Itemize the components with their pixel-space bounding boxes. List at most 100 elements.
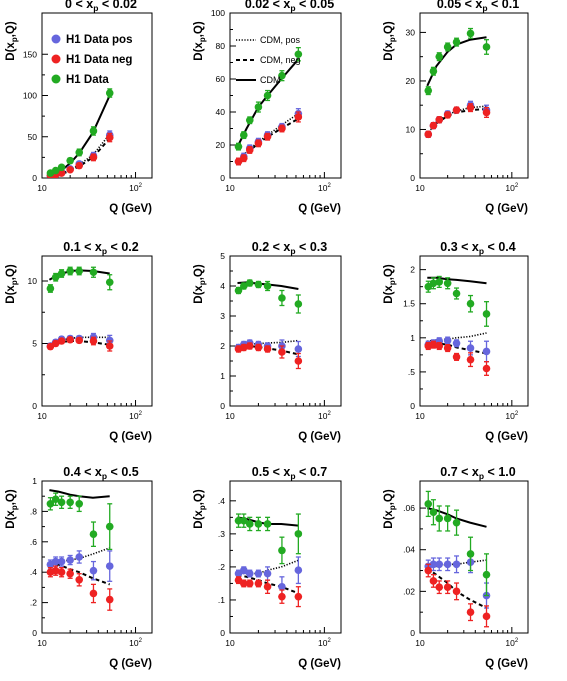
- h1-neg-point: [75, 576, 84, 584]
- x-axis-label: Q (GeV): [298, 431, 341, 443]
- y-tick-label: 150: [23, 49, 37, 59]
- x-tick-label: 102: [318, 638, 331, 648]
- plot-frame: [229, 255, 342, 407]
- h1-data-point: [452, 518, 461, 527]
- h1-pos-point: [105, 562, 114, 570]
- h1-neg-point: [466, 355, 475, 364]
- h1-neg-point: [482, 364, 491, 373]
- h1-data-point: [294, 300, 303, 308]
- h1-neg-point: [263, 582, 272, 591]
- x-tick-exponent: 2: [139, 411, 143, 417]
- h1-pos-point: [452, 560, 461, 569]
- h1-data-point: [482, 570, 491, 579]
- cdm-pos-curve: [49, 336, 110, 345]
- h1-neg-point: [294, 357, 303, 365]
- h1-pos-point: [466, 344, 475, 352]
- y-tick-label: 5: [220, 251, 225, 261]
- y-tick-label: 40: [216, 107, 226, 117]
- y-axis-label-post: ,Q): [5, 264, 17, 280]
- y-axis-label-post: ,Q): [5, 489, 17, 505]
- panel-title-post: < 0.3: [296, 240, 328, 254]
- h1-data-point: [424, 86, 433, 95]
- h1-data-point: [278, 546, 286, 555]
- panel-title: 0 < xp < 0.02: [65, 0, 137, 13]
- h1-data-point: [443, 514, 452, 523]
- legend-marker: [51, 74, 61, 84]
- y-axis-label-post: ,Q): [193, 264, 205, 280]
- y-tick-label: 10: [28, 276, 38, 286]
- plot-area: [234, 513, 303, 608]
- h1-data-point: [466, 550, 475, 558]
- h1-neg-point: [435, 115, 444, 124]
- x-axis-label: Q (GeV): [298, 658, 341, 670]
- panel-title-pre: 0.3 < x: [440, 240, 479, 254]
- h1-data-point: [75, 500, 84, 508]
- panel-title: 0.1 < xp < 0.2: [63, 240, 138, 256]
- h1-neg-point: [429, 340, 438, 349]
- h1-data-point: [263, 520, 272, 528]
- y-axis-label-post: ,Q): [193, 489, 205, 505]
- y-axis-label: D(xp,Q): [5, 264, 19, 304]
- h1-data-point: [435, 52, 444, 61]
- y-tick-label: 0: [410, 401, 415, 411]
- h1-neg-point: [245, 146, 254, 154]
- h1-data-point: [482, 310, 491, 318]
- panel-title-pre: 0.02 < x: [245, 0, 291, 11]
- h1-data-point: [245, 116, 254, 125]
- y-axis-label-sub: p: [388, 37, 397, 42]
- panel-title-post: < 0.02: [98, 0, 137, 11]
- x-tick-label: 10: [225, 183, 235, 193]
- y-tick-label: 0: [32, 628, 37, 638]
- y-tick-label: 5: [32, 339, 37, 349]
- x-tick-label: 10: [225, 411, 235, 421]
- panel-title: 0.02 < xp < 0.05: [245, 0, 334, 13]
- h1-neg-point: [466, 103, 475, 112]
- h1-data-point: [66, 156, 74, 165]
- legend-model: CDM, pos CDM, neg CDM: [236, 35, 301, 85]
- panel-title-pre: 0.05 < x: [437, 0, 483, 11]
- h1-data-point: [466, 29, 475, 38]
- x-tick-label: 102: [129, 411, 142, 421]
- h1-data-point: [245, 520, 254, 528]
- h1-neg-point: [239, 343, 248, 352]
- h1-neg-point: [263, 345, 272, 353]
- h1-neg-point: [452, 106, 461, 114]
- h1-pos-point: [263, 569, 272, 578]
- panel-title-sub: p: [102, 246, 107, 256]
- y-axis-label-pre: D(x: [5, 510, 17, 529]
- h1-data-point: [429, 279, 438, 288]
- h1-pos-point: [57, 557, 66, 566]
- y-axis-label: D(xp,Q): [193, 21, 207, 61]
- h1-data-point: [466, 299, 475, 308]
- x-tick-exponent: 2: [327, 638, 331, 644]
- legend-data: H1 Data pos H1 Data neg H1 Data: [51, 34, 132, 86]
- h1-pos-point: [482, 347, 491, 356]
- h1-neg-point: [278, 592, 286, 601]
- panel-title-post: < 0.4: [484, 240, 516, 254]
- y-tick-label: 80: [216, 41, 226, 51]
- x-tick-label: 10: [37, 638, 47, 648]
- h1-data-point: [443, 43, 452, 51]
- x-tick-label: 102: [129, 183, 142, 193]
- h1-neg-point: [294, 592, 303, 601]
- h1-neg-point: [466, 608, 475, 616]
- y-axis-label: D(xp,Q): [383, 264, 397, 304]
- y-axis-label: D(xp,Q): [193, 489, 207, 529]
- y-tick-label: .1: [218, 595, 225, 605]
- h1-data-point: [57, 269, 66, 278]
- y-tick-label: 1: [410, 333, 415, 343]
- h1-neg-point: [75, 336, 84, 345]
- legend-label: H1 Data neg: [66, 54, 132, 66]
- y-tick-label: 20: [216, 140, 226, 150]
- h1-data-point: [89, 268, 98, 277]
- y-tick-label: 2: [410, 265, 415, 275]
- y-axis-label-sub: p: [198, 280, 207, 285]
- plot-frame: [419, 255, 529, 407]
- h1-data-point: [239, 516, 248, 525]
- h1-data-point: [452, 289, 461, 298]
- legend-label: CDM: [260, 75, 281, 85]
- h1-pos-point: [239, 566, 248, 575]
- x-tick-label: 10: [415, 638, 425, 648]
